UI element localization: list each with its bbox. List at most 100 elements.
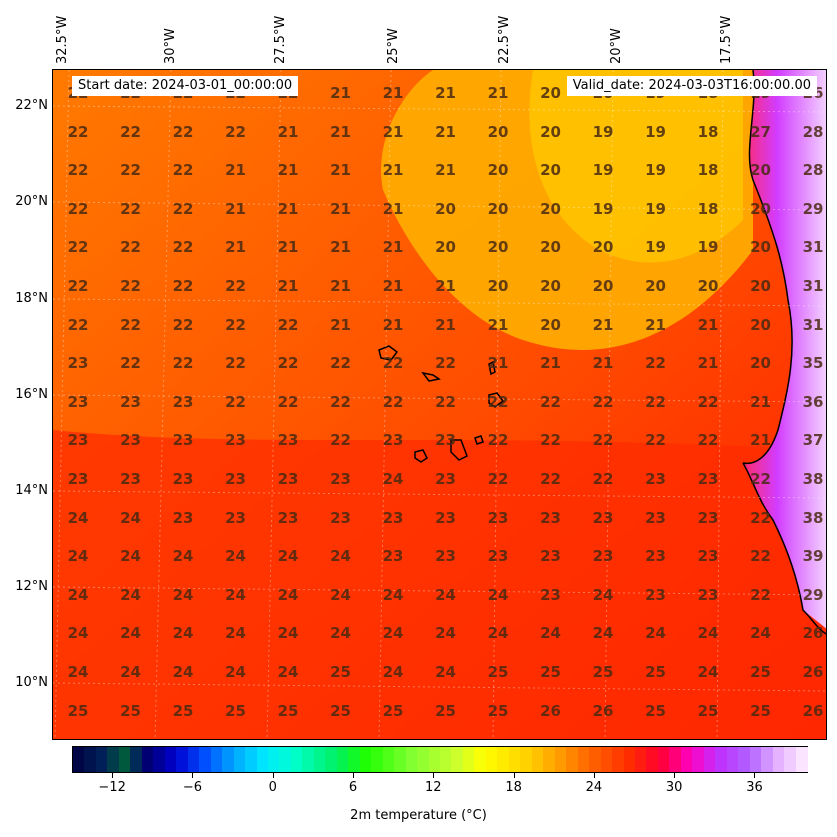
colorbar-segment bbox=[634, 747, 648, 772]
grid-value: 23 bbox=[435, 470, 456, 488]
colorbar-tick-mark bbox=[272, 773, 274, 778]
colorbar-segment bbox=[176, 747, 190, 772]
grid-value: 24 bbox=[330, 624, 351, 643]
grid-value: 20 bbox=[645, 277, 666, 295]
grid-value: 24 bbox=[382, 585, 404, 604]
grid-value: 23 bbox=[330, 508, 351, 527]
colorbar-segment bbox=[612, 747, 625, 772]
colorbar-segment bbox=[485, 747, 499, 772]
grid-value: 22 bbox=[382, 354, 404, 373]
island-maio bbox=[474, 435, 484, 445]
grid-value: 23 bbox=[225, 508, 246, 527]
grid-value: 26 bbox=[592, 701, 614, 720]
grid-value: 38 bbox=[802, 470, 824, 488]
grid-value: 22 bbox=[645, 431, 666, 450]
grid-value: 24 bbox=[67, 624, 89, 643]
grid-value: 23 bbox=[277, 431, 299, 450]
grid-value: 29 bbox=[802, 585, 824, 604]
colorbar-segment bbox=[245, 747, 258, 772]
grid-value: 22 bbox=[697, 392, 719, 411]
colorbar-title: 2m temperature (°C) bbox=[350, 808, 487, 823]
grid-value: 21 bbox=[592, 315, 614, 334]
colorbar-segment bbox=[130, 747, 144, 772]
grid-value: 23 bbox=[382, 508, 404, 527]
temperature-field bbox=[53, 70, 826, 739]
grid-value: 22 bbox=[67, 122, 89, 141]
grid-value: 24 bbox=[592, 585, 614, 604]
colorbar-segment bbox=[589, 747, 603, 772]
grid-value: 18 bbox=[697, 122, 719, 141]
grid-value: 25 bbox=[330, 701, 351, 720]
grid-value: 26 bbox=[802, 701, 824, 720]
latitude-label: 18°N bbox=[15, 291, 48, 306]
grid-value: 20 bbox=[750, 238, 771, 257]
grid-value: 21 bbox=[382, 277, 404, 295]
grid-value: 25 bbox=[697, 701, 719, 720]
grid-value: 21 bbox=[487, 84, 509, 102]
colorbar-tick-label: −12 bbox=[98, 780, 126, 795]
grid-value: 21 bbox=[382, 199, 404, 218]
grid-value: 24 bbox=[225, 663, 246, 681]
colorbar-tick-mark bbox=[754, 773, 756, 778]
colorbar-segment bbox=[543, 747, 557, 772]
grid-value: 20 bbox=[540, 315, 561, 334]
colorbar-tick-label: 24 bbox=[585, 780, 603, 795]
colorbar-segment bbox=[784, 747, 797, 772]
grid-value: 23 bbox=[172, 431, 194, 450]
grid-value: 23 bbox=[645, 508, 666, 527]
grid-value: 22 bbox=[172, 122, 194, 141]
grid-value: 21 bbox=[382, 84, 404, 102]
grid-value: 23 bbox=[487, 547, 509, 566]
colorbar-segment bbox=[336, 747, 350, 772]
grid-value: 21 bbox=[277, 277, 299, 295]
colorbar-segment bbox=[222, 747, 236, 772]
grid-value: 19 bbox=[645, 122, 666, 141]
grid-value: 23 bbox=[592, 547, 614, 566]
island-boa-vista bbox=[488, 392, 505, 408]
latitude-label: 10°N bbox=[15, 675, 48, 690]
colorbar-segment bbox=[256, 747, 270, 772]
grid-value: 24 bbox=[487, 624, 509, 643]
grid-value: 22 bbox=[592, 392, 614, 411]
grid-value: 23 bbox=[697, 585, 719, 604]
grid-value: 23 bbox=[540, 547, 561, 566]
grid-value: 20 bbox=[697, 277, 719, 295]
grid-value: 21 bbox=[435, 122, 456, 141]
grid-value: 19 bbox=[645, 238, 666, 257]
colorbar-tick-label: 0 bbox=[268, 780, 277, 795]
colorbar-segment bbox=[566, 747, 580, 772]
grid-value: 22 bbox=[592, 431, 614, 450]
grid-value: 39 bbox=[802, 547, 824, 566]
colorbar-segment bbox=[153, 747, 167, 772]
grid-value: 21 bbox=[697, 354, 719, 373]
grid-value: 21 bbox=[330, 199, 351, 218]
grid-value: 22 bbox=[67, 238, 89, 257]
grid-value: 20 bbox=[540, 161, 561, 180]
grid-value: 25 bbox=[487, 701, 509, 720]
grid-value: 18 bbox=[697, 199, 719, 218]
grid-value: 25 bbox=[225, 701, 246, 720]
grid-value: 22 bbox=[487, 392, 509, 411]
start-date-banner: Start date: 2024-03-01_00:00:00 bbox=[72, 76, 299, 96]
colorbar-segment bbox=[233, 747, 247, 772]
grid-value: 26 bbox=[540, 701, 561, 720]
grid-value: 22 bbox=[67, 161, 89, 180]
grid-value: 37 bbox=[802, 431, 824, 450]
grid-value: 23 bbox=[225, 470, 246, 488]
latitude-label: 16°N bbox=[15, 387, 48, 402]
grid-value: 22 bbox=[225, 354, 246, 373]
island-sal bbox=[488, 360, 496, 376]
grid-value: 20 bbox=[435, 238, 456, 257]
colorbar-tick-mark bbox=[513, 773, 515, 778]
colorbar-segment bbox=[405, 747, 419, 772]
graticule bbox=[53, 70, 826, 739]
colorbar-segment bbox=[359, 747, 373, 772]
grid-value: 24 bbox=[120, 585, 141, 604]
grid-value: 22 bbox=[225, 277, 246, 295]
grid-value: 23 bbox=[382, 431, 404, 450]
grid-value: 20 bbox=[750, 354, 771, 373]
colorbar-segment bbox=[107, 747, 121, 772]
grid-value: 21 bbox=[382, 315, 404, 334]
grid-value: 25 bbox=[750, 663, 771, 681]
colorbar-tick-label: 36 bbox=[746, 780, 763, 795]
